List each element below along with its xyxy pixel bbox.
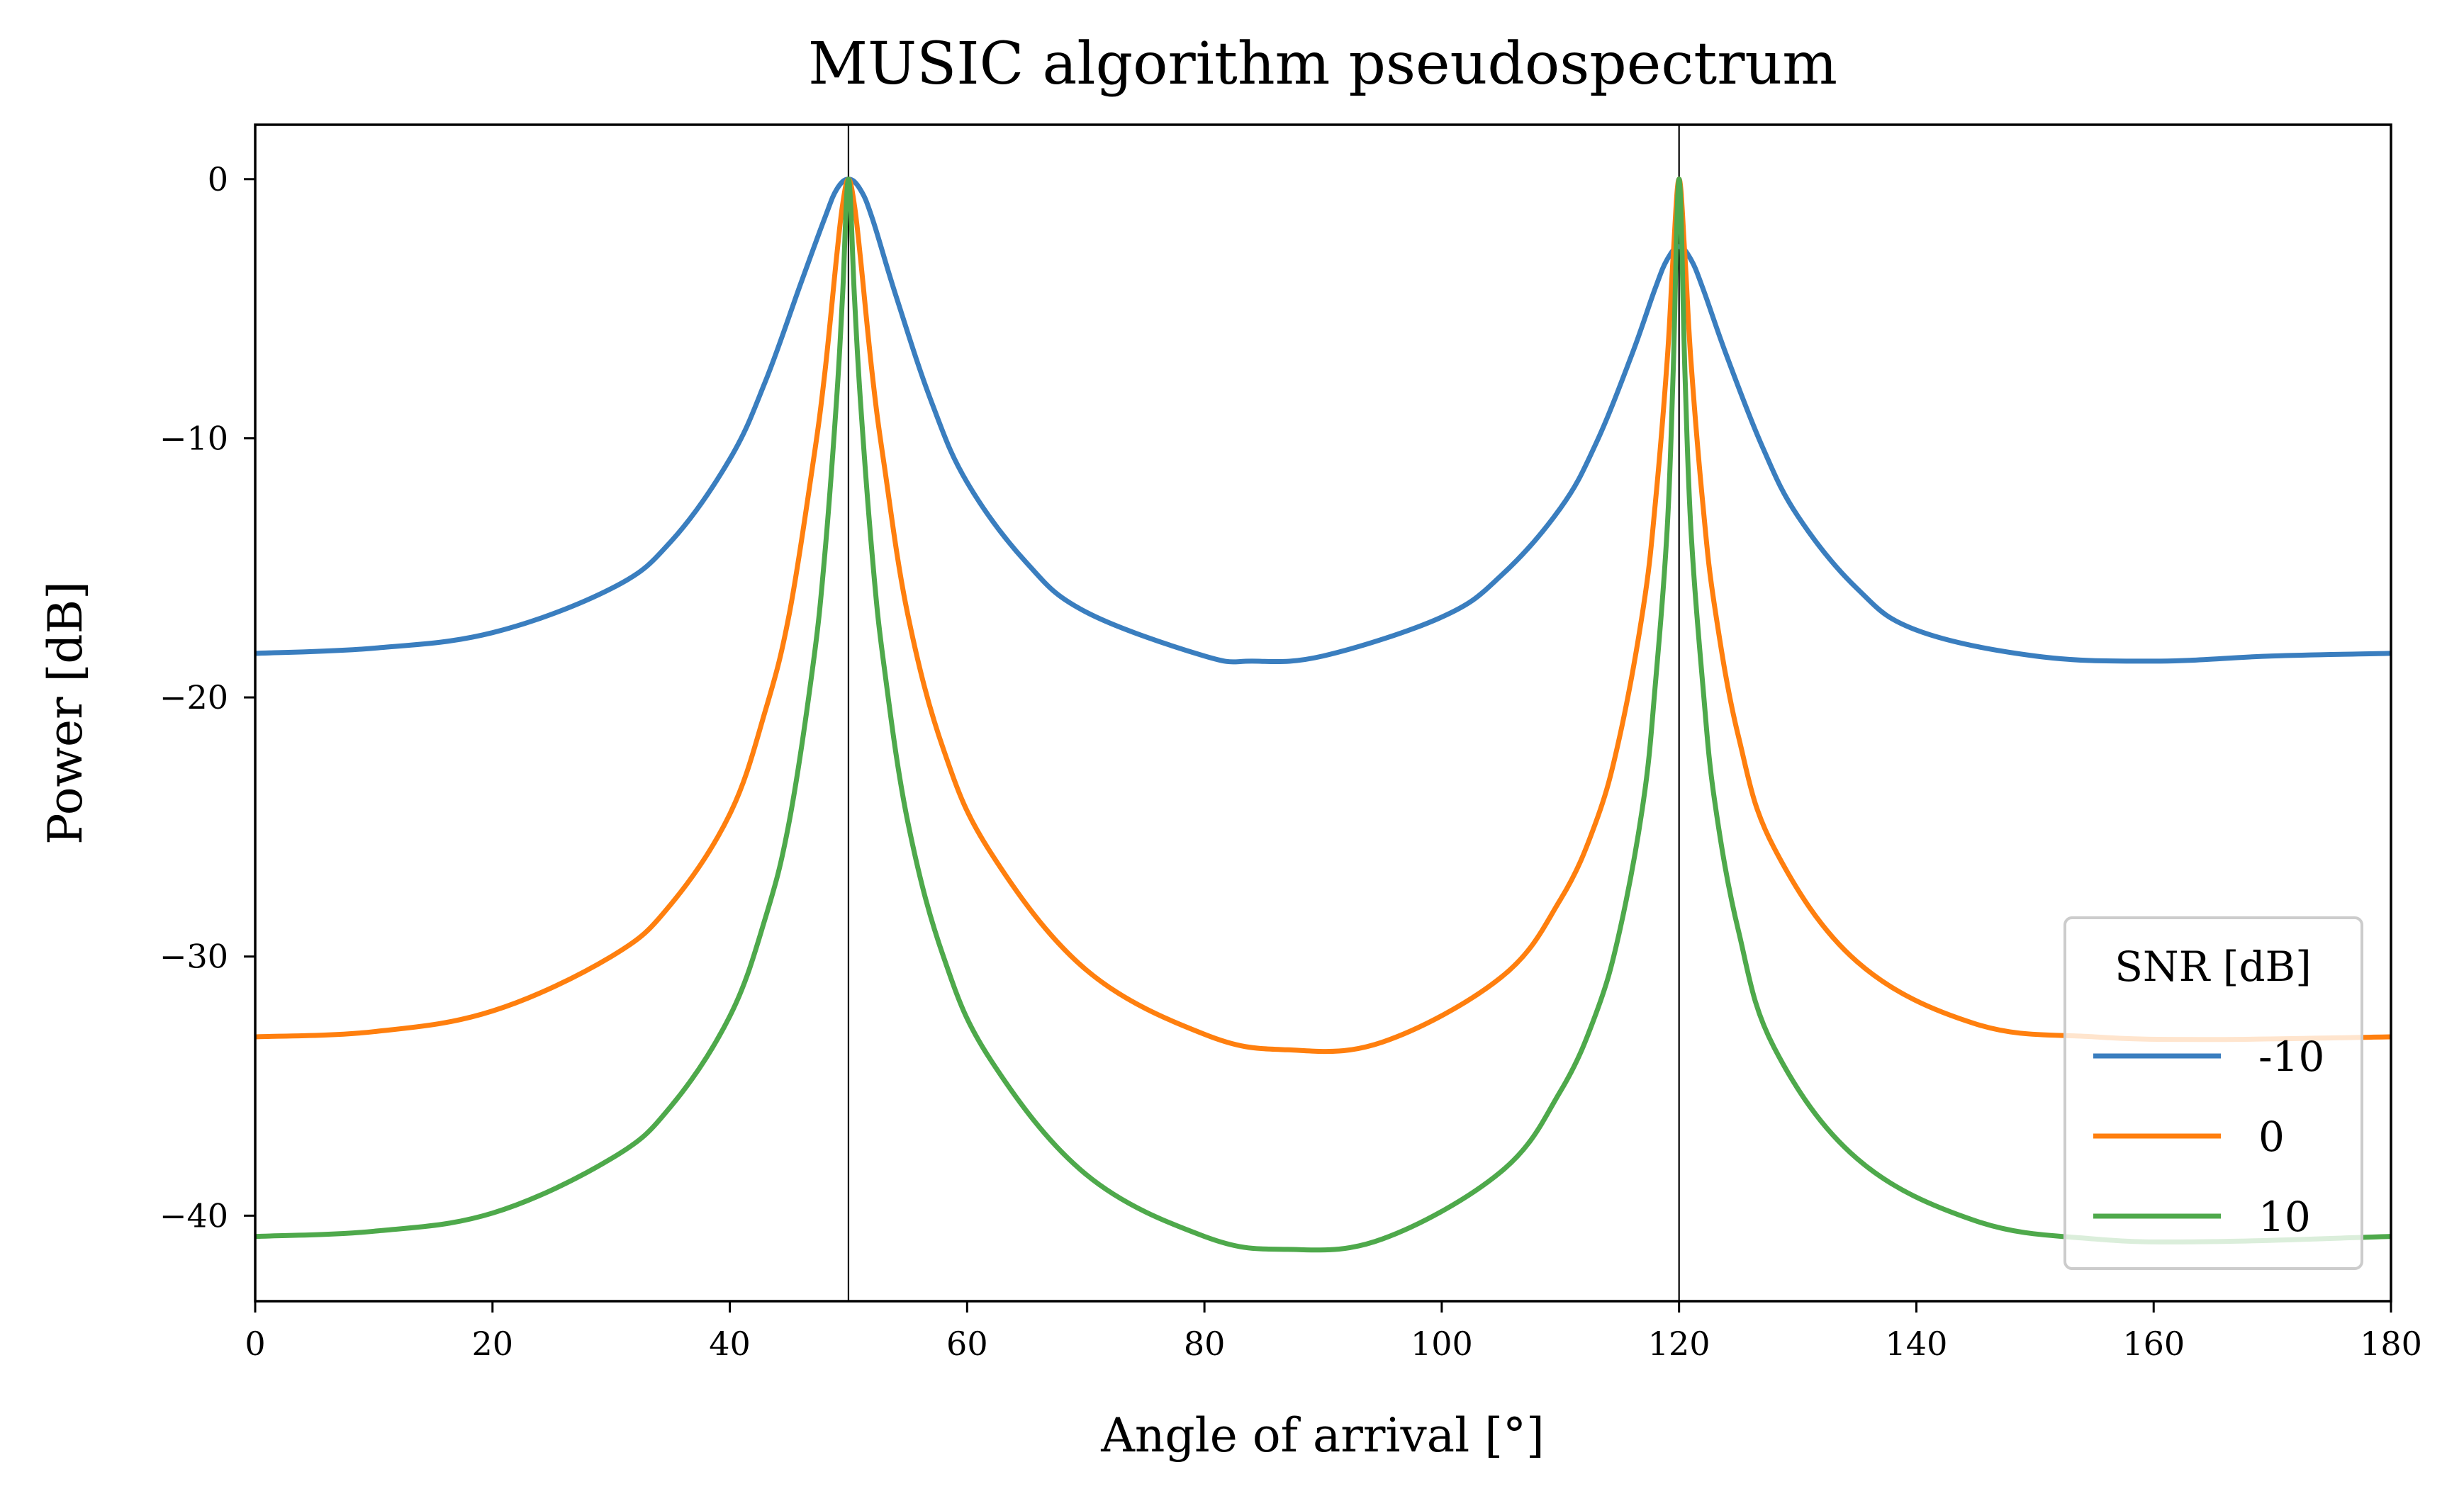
y-axis-label: Power [dB] [38, 581, 93, 845]
x-tick-label: 40 [709, 1325, 751, 1363]
series-group [255, 176, 2391, 1253]
y-axis: 0 −10 −20 −30 −40 [159, 160, 255, 1235]
y-tick-label: −30 [159, 938, 228, 976]
y-tick-label: −40 [159, 1196, 228, 1235]
legend-label-10: 10 [2258, 1193, 2311, 1241]
legend-label-0: 0 [2258, 1113, 2285, 1161]
series-line-snr-0 [255, 176, 2391, 1055]
plot-frame [254, 123, 2392, 1303]
x-tick-label: 120 [1648, 1325, 1710, 1363]
legend-box [2063, 916, 2363, 1270]
plot-area [254, 123, 2392, 1303]
y-tick-label: −20 [159, 678, 228, 717]
legend-title: SNR [dB] [2115, 943, 2312, 991]
x-tick-label: 160 [2122, 1325, 2185, 1363]
x-tick-label: 80 [1184, 1325, 1226, 1363]
legend-label--10: -10 [2258, 1033, 2324, 1081]
y-tick-label: 0 [208, 160, 228, 198]
y-tick-label: −10 [159, 419, 228, 457]
reference-lines [847, 125, 1680, 1301]
x-tick-label: 60 [946, 1325, 988, 1363]
x-tick-label: 180 [2360, 1325, 2422, 1363]
legend: SNR [dB] -10 0 10 [2063, 916, 2363, 1270]
series-line-snr-10 [255, 176, 2391, 1253]
x-axis: 0 20 40 60 80 100 120 140 160 180 [245, 1301, 2422, 1363]
series-line-snr--10 [255, 176, 2391, 665]
x-tick-label: 20 [472, 1325, 514, 1363]
x-axis-label: Angle of arrival [°] [1100, 1408, 1545, 1463]
x-tick-label: 100 [1411, 1325, 1473, 1363]
chart-title: MUSIC algorithm pseudospectrum [808, 30, 1837, 98]
x-tick-label: 140 [1886, 1325, 1948, 1363]
x-tick-label: 0 [245, 1325, 265, 1363]
